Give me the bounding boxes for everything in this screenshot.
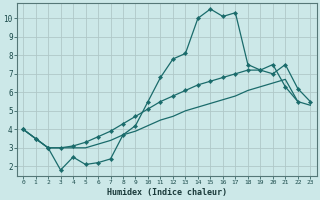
X-axis label: Humidex (Indice chaleur): Humidex (Indice chaleur) xyxy=(107,188,227,197)
